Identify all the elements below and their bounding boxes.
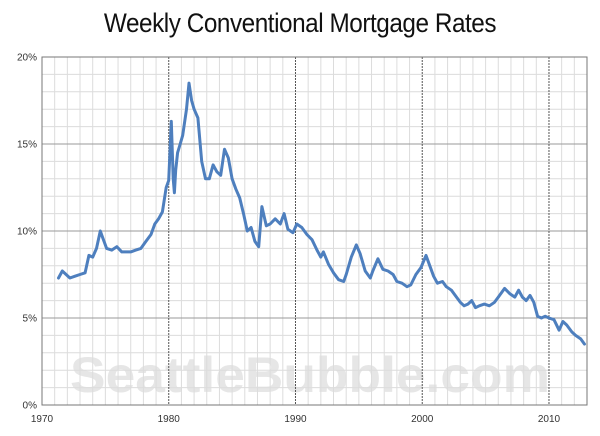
x-tick-label: 2010 — [538, 414, 561, 425]
y-axis: 0% 5% 10% 15% 20% — [17, 53, 37, 412]
y-tick-label: 15% — [17, 140, 37, 151]
chart-title: Weekly Conventional Mortgage Rates — [103, 8, 497, 38]
x-tick-label: 2000 — [411, 414, 434, 425]
x-tick-label: 1980 — [158, 414, 181, 425]
x-tick-label: 1970 — [31, 414, 54, 425]
y-tick-label: 5% — [23, 314, 38, 325]
gridlines — [42, 57, 587, 405]
x-axis: 1970 1980 1990 2000 2010 — [31, 414, 561, 425]
watermark-text: SeattleBubble.com — [70, 347, 550, 403]
plot-frame — [41, 56, 588, 406]
y-tick-label: 20% — [17, 53, 37, 64]
x-tick-label: 1990 — [284, 414, 307, 425]
series-line — [57, 81, 586, 346]
y-tick-label: 10% — [17, 227, 37, 238]
y-tick-label: 0% — [23, 401, 38, 412]
